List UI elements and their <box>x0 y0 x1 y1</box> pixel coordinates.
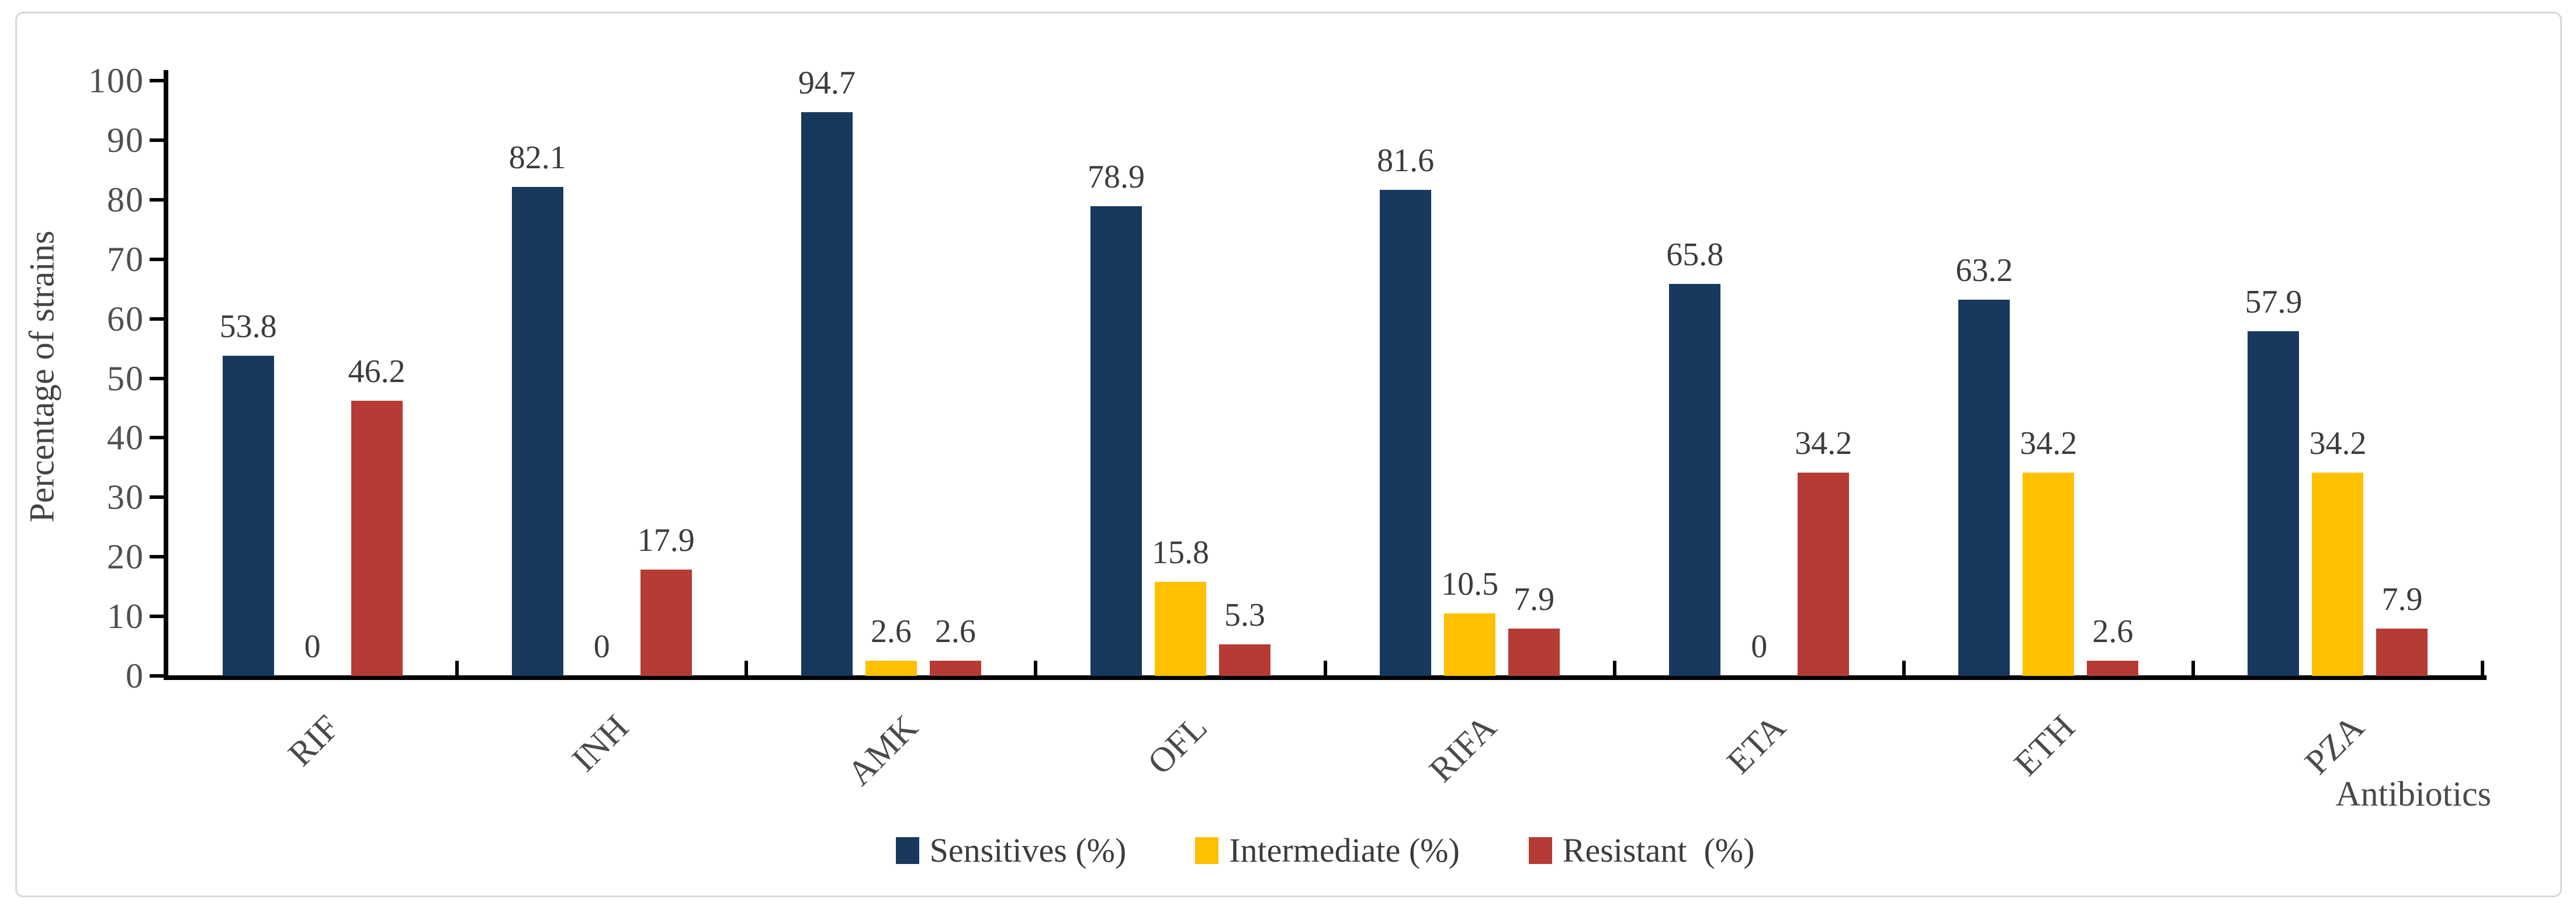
value-label: 94.7 <box>798 65 856 101</box>
legend-item: Intermediate (%) <box>1195 831 1460 870</box>
value-label: 53.8 <box>219 308 277 345</box>
bar <box>351 401 403 676</box>
x-axis-group-tick <box>1902 661 1906 676</box>
value-label: 15.8 <box>1151 535 1209 571</box>
legend: Sensitives (%) Intermediate (%) Resistant … <box>168 831 2482 870</box>
bar <box>2087 661 2139 676</box>
bar <box>1444 613 1496 676</box>
bar <box>2023 473 2075 676</box>
legend-swatch-icon <box>1195 837 1219 864</box>
x-axis-group-tick <box>1323 661 1327 676</box>
value-label: 7.9 <box>2381 581 2423 617</box>
value-label: 17.9 <box>637 522 695 558</box>
category-label: ETH <box>2007 707 2083 783</box>
bar <box>1798 473 1850 676</box>
y-tick-label: 80 <box>107 180 144 219</box>
legend-swatch-icon <box>1528 837 1552 864</box>
x-axis-group-tick <box>455 661 459 676</box>
y-tick-label: 10 <box>107 597 144 636</box>
legend-label: Intermediate (%) <box>1229 831 1460 869</box>
y-tick-label: 0 <box>126 657 144 695</box>
legend-label: Resistant (%) <box>1562 831 1755 869</box>
value-label: 46.2 <box>348 353 406 390</box>
value-label: 81.6 <box>1377 143 1435 179</box>
bar <box>1154 582 1206 676</box>
figure-border <box>15 12 2562 897</box>
y-tick-label: 30 <box>107 478 144 517</box>
x-axis-group-tick <box>1612 661 1616 676</box>
y-axis-tick <box>150 495 165 499</box>
y-tick-label: 90 <box>107 120 144 159</box>
y-axis-tick <box>150 138 165 142</box>
value-label: 10.5 <box>1441 566 1499 602</box>
value-label: 57.9 <box>2245 284 2303 320</box>
bar <box>1218 644 1270 676</box>
bar <box>640 570 692 676</box>
x-axis-group-tick <box>1034 661 1038 676</box>
value-label: 34.2 <box>1795 425 1853 462</box>
category-label: INH <box>564 707 636 779</box>
category-label: RIF <box>280 707 347 773</box>
value-label: 2.6 <box>934 613 976 650</box>
bar <box>1508 629 1560 676</box>
x-axis-group-tick <box>2191 661 2195 676</box>
x-axis-line <box>164 675 2487 680</box>
category-label: OFL <box>1140 707 1214 782</box>
value-label: 0 <box>1751 629 1768 665</box>
y-tick-label: 20 <box>107 537 144 577</box>
bar <box>222 356 274 676</box>
y-tick-label: 50 <box>107 359 144 398</box>
value-label: 2.6 <box>870 613 912 650</box>
y-tick-label: 60 <box>107 299 144 338</box>
bar <box>1380 190 1432 676</box>
legend-item: Resistant (%) <box>1528 831 1755 870</box>
legend-label: Sensitives (%) <box>929 831 1127 869</box>
value-label: 5.3 <box>1224 597 1265 633</box>
x-axis-group-tick <box>745 661 749 676</box>
value-label: 2.6 <box>2092 613 2134 650</box>
value-label: 7.9 <box>1514 581 1555 617</box>
category-label: ETA <box>1719 707 1793 782</box>
y-axis-tick <box>150 555 165 559</box>
value-label: 78.9 <box>1087 159 1145 195</box>
y-tick-label: 40 <box>107 418 144 457</box>
value-label: 34.2 <box>2309 425 2367 462</box>
x-axis-title: Antibiotics <box>2335 775 2491 813</box>
y-axis-tick <box>150 376 165 380</box>
bar <box>929 661 981 676</box>
y-axis-tick <box>150 257 165 261</box>
bar <box>1090 206 1142 676</box>
legend-swatch-icon <box>895 837 919 864</box>
category-label: RIFA <box>1421 707 1504 790</box>
bar <box>1958 300 2010 676</box>
bar <box>511 187 563 676</box>
y-axis-tick <box>150 317 165 321</box>
y-axis-tick <box>150 674 165 678</box>
bar <box>2248 331 2300 676</box>
y-tick-label: 70 <box>107 240 144 279</box>
y-axis-tick <box>150 615 165 619</box>
value-label: 0 <box>593 629 610 665</box>
value-label: 82.1 <box>508 140 566 176</box>
value-label: 63.2 <box>1955 252 2013 289</box>
bar <box>865 661 917 676</box>
x-axis-group-tick <box>2481 661 2484 676</box>
y-axis-tick <box>150 197 165 202</box>
bar <box>801 112 853 676</box>
legend-item: Sensitives (%) <box>895 831 1127 870</box>
bar <box>2312 473 2364 676</box>
value-label: 0 <box>304 629 321 665</box>
y-tick-label: 100 <box>88 61 144 100</box>
category-label: AMK <box>840 707 925 793</box>
bar <box>1669 284 1721 676</box>
y-axis-tick <box>150 79 165 82</box>
value-label: 65.8 <box>1666 237 1724 273</box>
value-label: 34.2 <box>2020 425 2078 462</box>
bar <box>2376 629 2428 676</box>
y-axis-line <box>164 70 168 680</box>
y-axis-tick <box>150 436 165 440</box>
